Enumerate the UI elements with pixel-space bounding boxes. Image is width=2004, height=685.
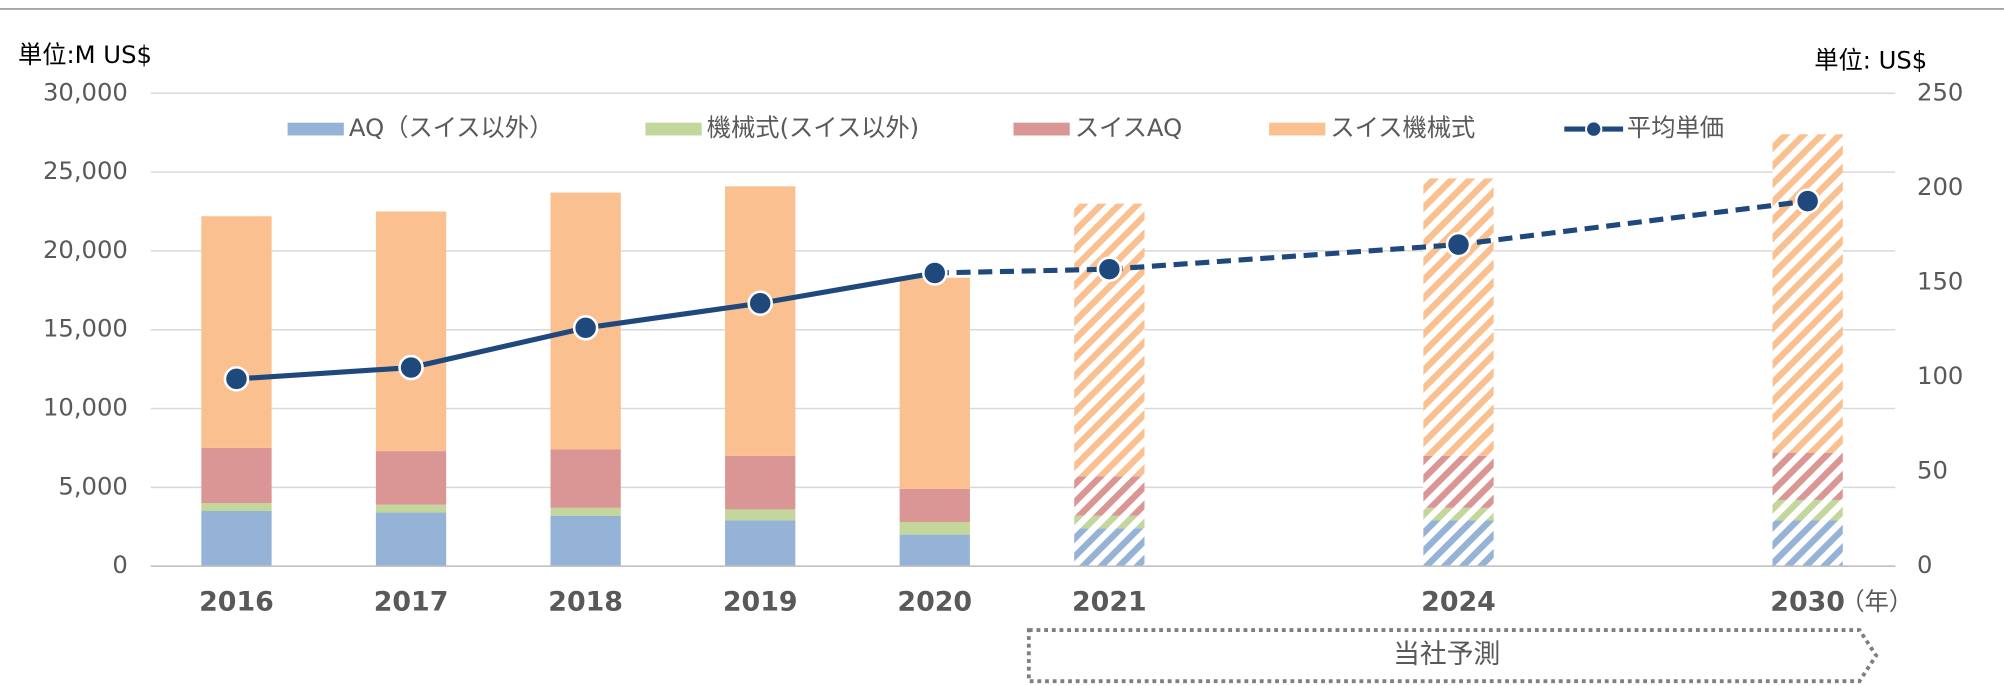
bar [725,186,796,456]
y2-tick-label: 100 [1917,361,1963,390]
bar [1772,452,1843,500]
line-point [1794,188,1821,214]
bar [1772,499,1843,521]
bar [1423,178,1494,456]
x-tick-label: 2030 [1770,587,1845,618]
x-tick-label: 2017 [374,587,449,618]
x-tick-label: 2019 [723,587,798,618]
bar [1074,515,1145,529]
legend-swatch [1269,122,1326,136]
bar [1074,528,1145,567]
x-tick-label: 2024 [1421,587,1496,618]
y2-axis-label: 単位: US$ [1814,45,1927,74]
bar [899,488,970,523]
bar [725,509,796,521]
y2-tick-label: 150 [1917,266,1963,295]
bar [550,449,621,508]
legend-label: AQ（スイス以外） [349,113,553,142]
y-tick-label: 15,000 [43,314,128,343]
x-tick-label: 2020 [897,587,972,618]
legend-label: 機械式(スイス以外) [707,113,919,142]
bar [550,507,621,516]
forecast-label: 当社予測 [1393,639,1500,670]
y2-tick-label: 50 [1917,456,1948,485]
bar [725,520,796,567]
bar [375,512,447,567]
line-point [921,260,948,286]
bar [1772,134,1843,453]
bar [1772,520,1843,567]
bar [201,503,272,511]
y-tick-label: 0 [112,550,127,579]
y2-tick-label: 0 [1917,550,1932,579]
bar [899,534,970,567]
bar [899,277,970,489]
line-point [223,366,250,392]
legend-label: 平均単価 [1627,113,1724,142]
legend-swatch [1013,122,1070,136]
bar [1074,203,1145,477]
x-tick-label: 2018 [548,587,623,618]
y-tick-label: 10,000 [43,393,128,422]
x-tick-label: 2016 [199,587,274,618]
bar [375,504,447,513]
bar [550,515,621,567]
line-point [398,354,424,381]
y-tick-label: 25,000 [43,156,128,185]
bar [201,216,272,448]
bar [201,510,272,567]
bar [375,451,447,505]
bar [1423,507,1494,521]
bar [1423,520,1494,567]
line-point [1445,231,1472,258]
bar [201,447,272,504]
legend-label: スイスAQ [1075,113,1182,142]
legend-swatch-dot [1585,120,1603,138]
x-tick-label: 2021 [1072,587,1147,618]
line-point [572,315,599,341]
bar [375,211,447,452]
bar [1423,455,1494,508]
y-tick-label: 20,000 [43,235,128,264]
legend-label: スイス機械式 [1330,113,1475,142]
bar [725,455,796,510]
legend-swatch [645,122,702,136]
y2-tick-label: 250 [1917,77,1963,106]
x-axis-label: （年） [1840,587,1913,616]
line-forecast [934,198,1808,276]
y-axis-label: 単位:M US$ [18,40,152,69]
bar [899,522,970,535]
y2-tick-label: 200 [1917,172,1963,201]
forecast-box [1026,628,1879,684]
bar [1074,476,1145,516]
y-tick-label: 30,000 [43,77,128,106]
y-tick-label: 5,000 [58,471,127,500]
line-point [1096,256,1123,282]
legend-swatch [287,122,344,136]
line-point [747,290,773,317]
